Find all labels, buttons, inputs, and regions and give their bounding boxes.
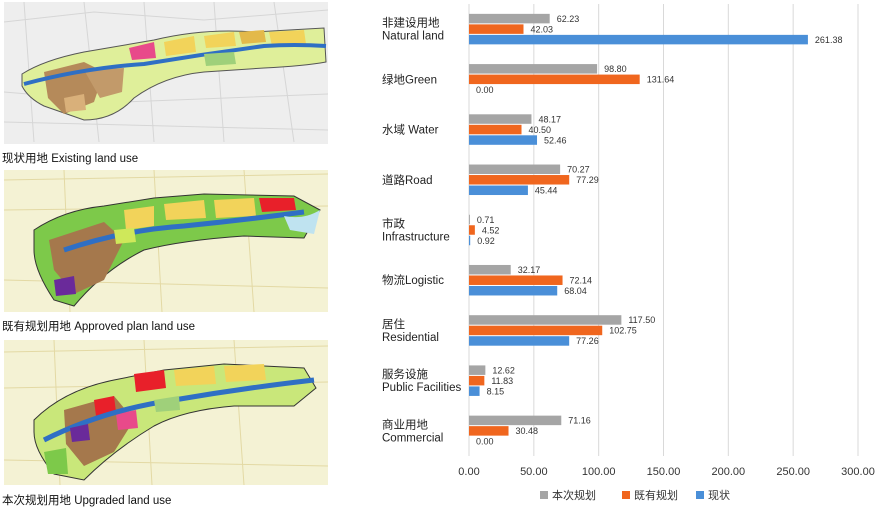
x-tick-label: 0.00 — [458, 466, 479, 478]
bar — [469, 426, 509, 436]
data-label: 72.14 — [570, 275, 593, 285]
legend-swatch — [696, 491, 704, 499]
data-label: 117.50 — [628, 315, 655, 325]
chart-bars: 62.23 42.03 261.38 98.80 131.64 0.00 48.1740.5… — [469, 13, 843, 447]
data-label: 30.48 — [516, 426, 539, 436]
data-label: 102.75 — [609, 326, 637, 336]
bar — [469, 386, 480, 396]
legend-swatch — [540, 491, 548, 499]
approved-plan-land-use-caption: 既有规划用地 Approved plan land use — [2, 321, 196, 333]
bar — [469, 315, 622, 325]
bar — [469, 114, 532, 124]
bar — [469, 275, 563, 285]
data-label: 40.50 — [529, 125, 552, 135]
bar — [469, 13, 550, 24]
approved-plan-land-use-map — [3, 169, 329, 313]
category-label: 物流Logistic — [382, 273, 444, 287]
x-tick-label: 150.00 — [647, 466, 681, 478]
upgraded-land-use-caption: 本次规划用地 Upgraded land use — [2, 495, 172, 507]
bar — [469, 175, 570, 185]
data-label: 4.52 — [482, 225, 500, 235]
bar — [469, 325, 603, 336]
legend-label: 本次规划 — [552, 488, 596, 502]
category-label: 非建设用地 — [382, 16, 440, 30]
data-label: 77.29 — [576, 175, 599, 185]
x-axis-ticks: 0.00 50.00 100.00 150.00 200.00 250.00 300.00 — [458, 466, 875, 478]
x-tick-label: 50.00 — [520, 466, 548, 478]
data-label: 261.38 — [815, 35, 843, 45]
data-label: 77.26 — [576, 336, 599, 346]
bar — [469, 214, 470, 225]
bar — [469, 135, 538, 145]
legend-swatch — [622, 491, 630, 499]
land-use-bar-chart: 62.23 42.03 261.38 98.80 131.64 0.00 48.1740.5… — [382, 4, 875, 502]
bar — [469, 225, 475, 235]
category-label: 服务设施 — [382, 367, 428, 381]
data-label: 0.00 — [476, 437, 494, 447]
category-label: Public Facilities — [382, 382, 461, 394]
data-label: 71.16 — [568, 416, 591, 426]
category-label: 商业用地 — [382, 417, 428, 431]
x-tick-label: 100.00 — [582, 466, 616, 478]
bar — [469, 336, 570, 346]
bar — [469, 264, 511, 275]
data-label: 52.46 — [544, 135, 567, 145]
data-label: 45.44 — [535, 186, 558, 196]
x-tick-label: 300.00 — [841, 466, 875, 478]
bar — [469, 285, 558, 296]
legend-label: 现状 — [708, 488, 730, 502]
existing-land-use-caption: 现状用地 Existing land use — [2, 153, 139, 165]
category-label: Infrastructure — [382, 232, 450, 244]
bar — [469, 185, 528, 196]
x-tick-label: 250.00 — [776, 466, 810, 478]
bar — [469, 415, 562, 426]
data-label: 32.17 — [518, 265, 541, 275]
bar — [469, 365, 486, 375]
bar — [469, 164, 561, 175]
x-tick-label: 200.00 — [712, 466, 746, 478]
data-label: 48.17 — [538, 114, 561, 124]
data-label: 11.83 — [491, 376, 513, 386]
data-label: 8.15 — [487, 386, 505, 396]
category-label: Natural land — [382, 31, 444, 43]
data-label: 0.71 — [477, 215, 495, 225]
bar — [469, 34, 808, 45]
bar — [469, 24, 524, 34]
data-label: 0.00 — [476, 85, 494, 95]
category-label: Commercial — [382, 432, 443, 444]
data-label: 62.23 — [557, 14, 580, 24]
category-label: Residential — [382, 332, 439, 344]
chart-legend: 本次规划 既有规划 现状 — [540, 488, 730, 502]
bar — [469, 124, 522, 135]
data-label: 42.03 — [530, 24, 553, 34]
category-label: 水域 Water — [382, 124, 439, 137]
data-label: 98.80 — [604, 64, 627, 74]
data-label: 0.92 — [477, 236, 495, 246]
category-label: 绿地Green — [382, 72, 437, 86]
existing-land-use-map — [3, 1, 329, 144]
bar — [469, 375, 485, 386]
data-label: 70.27 — [567, 165, 590, 175]
data-label: 131.64 — [647, 75, 675, 85]
bar — [469, 74, 640, 85]
upgraded-land-use-map — [3, 339, 329, 486]
land-use-maps: 现状用地 Existing land use 既有规划用地 Approved p… — [0, 0, 340, 509]
category-label: 居住 — [382, 317, 405, 331]
data-label: 68.04 — [564, 286, 587, 296]
bar — [469, 235, 471, 246]
bar — [469, 64, 598, 74]
category-label: 市政 — [382, 217, 405, 231]
legend-label: 既有规划 — [634, 488, 678, 502]
data-label: 12.62 — [492, 365, 515, 375]
category-label: 道路Road — [382, 173, 433, 187]
